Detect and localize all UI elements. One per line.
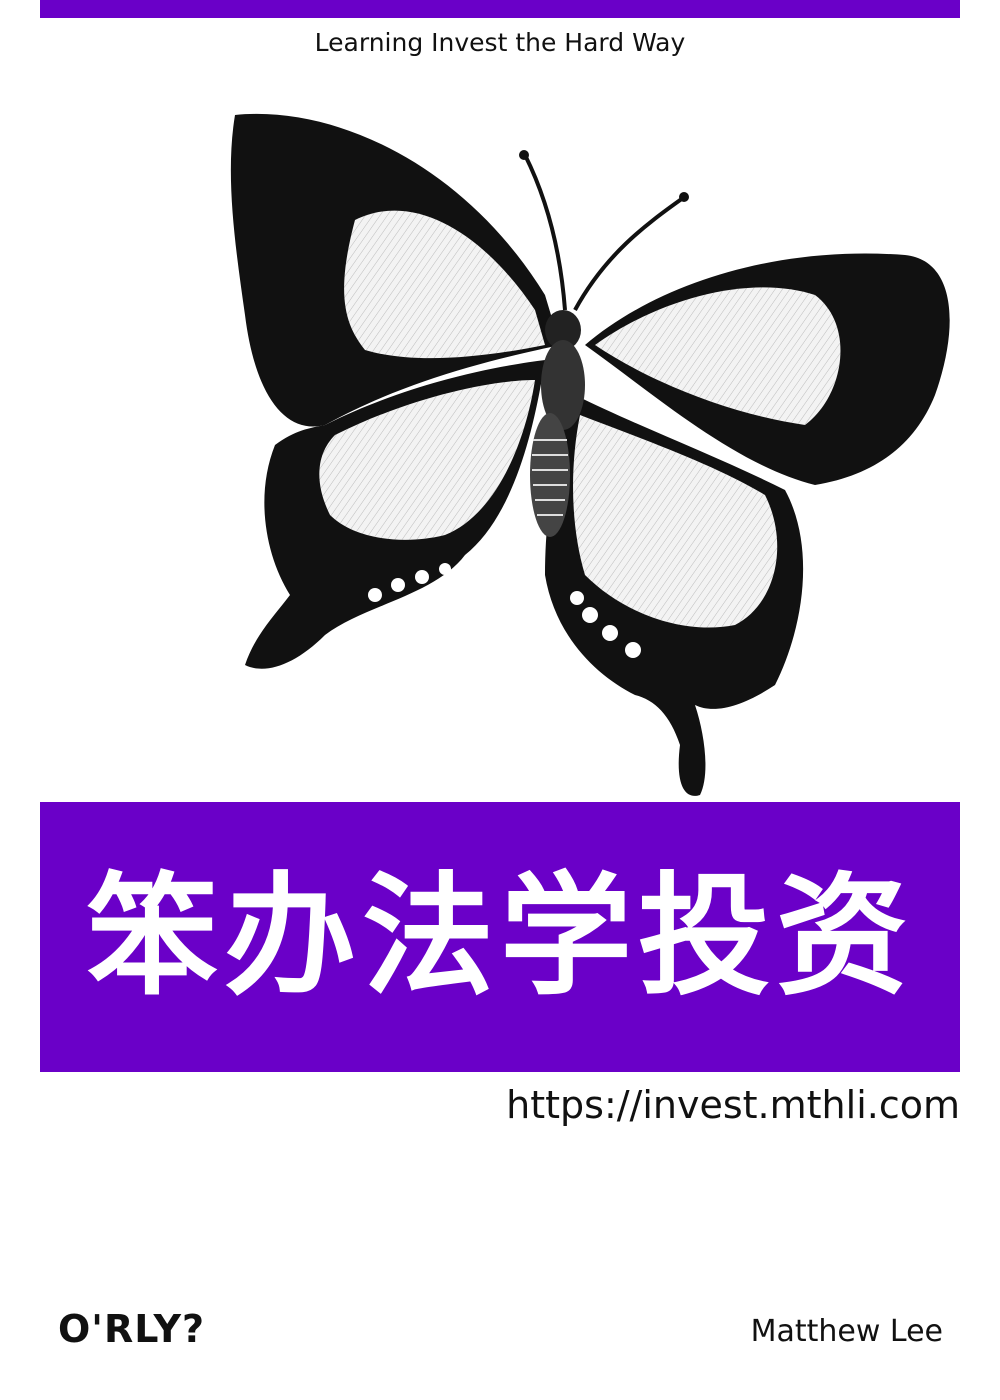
subtitle-tagline: Learning Invest the Hard Way	[314, 28, 686, 57]
website-url: https://invest.mthli.com	[506, 1083, 960, 1127]
butterfly-illustration	[230, 113, 950, 796]
author-name: Matthew Lee	[750, 1314, 943, 1349]
top-accent-bar	[40, 0, 960, 18]
book-title: 笨办法学投资	[86, 859, 914, 1014]
publisher-brand: O'RLY?	[58, 1307, 206, 1351]
title-band: 笨办法学投资	[40, 802, 960, 1072]
